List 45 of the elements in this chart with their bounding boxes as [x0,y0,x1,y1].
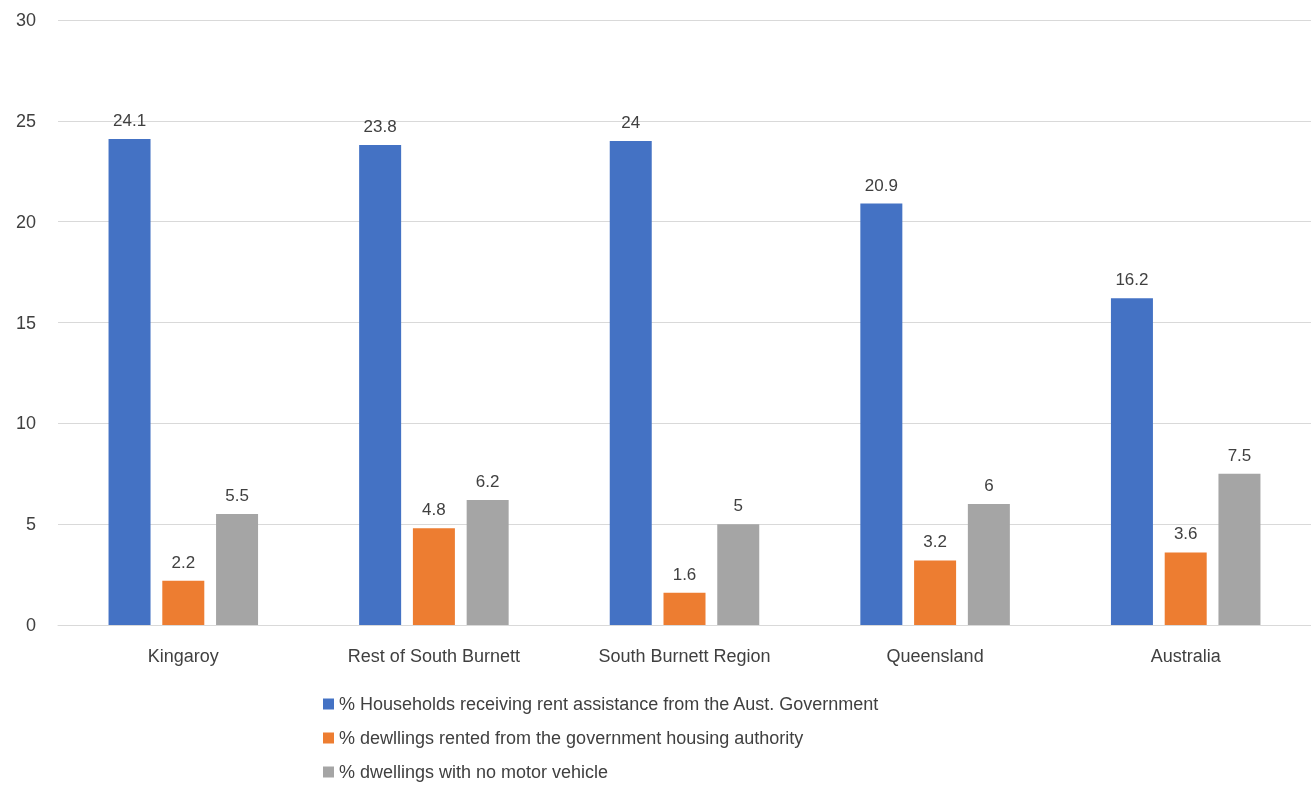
x-tick-label: South Burnett Region [598,646,771,666]
data-label: 5.5 [225,486,249,506]
bar [860,203,903,625]
data-label: 6.2 [475,471,500,491]
data-label: 16.2 [1115,270,1149,290]
data-label: 3.6 [1173,524,1198,544]
y-tick-label: 25 [15,110,36,131]
bar [162,580,205,625]
data-label: 24 [621,113,641,132]
bar [412,528,455,625]
bar [108,138,151,625]
bar [359,145,402,625]
data-label: 1.6 [672,564,697,584]
bar [216,514,259,625]
bar [967,504,1010,625]
y-tick-label: 30 [15,10,36,30]
x-tick-label: Kingaroy [147,646,219,666]
bar [1218,473,1261,625]
data-label: 3.2 [923,532,947,552]
legend-label: % dwellings with no motor vehicle [339,762,609,782]
y-tick-label: 5 [25,514,36,535]
data-label: 20.9 [864,175,898,195]
bar [717,524,760,625]
bar [1110,298,1153,625]
bar [663,592,706,625]
bar [466,499,509,625]
legend-label: % Households receiving rent assistance from the Aust. Government [339,694,879,714]
x-tick-label: Rest of South Burnett [347,646,520,666]
x-tick-label: Queensland [886,646,984,666]
legend-label: % dewllings rented from the government housing authority [339,728,804,748]
y-tick-label: 15 [15,312,36,333]
x-tick-label: Australia [1150,646,1222,666]
y-tick-label: 10 [15,413,36,434]
data-label: 5 [733,496,743,516]
data-label: 7.5 [1227,445,1252,465]
data-label: 23.8 [363,117,397,137]
y-tick-label: 0 [25,615,36,635]
bar [914,560,957,625]
data-label: 6 [984,476,994,495]
data-label: 4.8 [422,500,446,520]
data-label: 2.2 [171,552,196,572]
data-label: 24.1 [112,110,147,130]
y-tick-label: 20 [15,211,36,232]
bar [609,141,652,625]
bar [1164,552,1207,625]
